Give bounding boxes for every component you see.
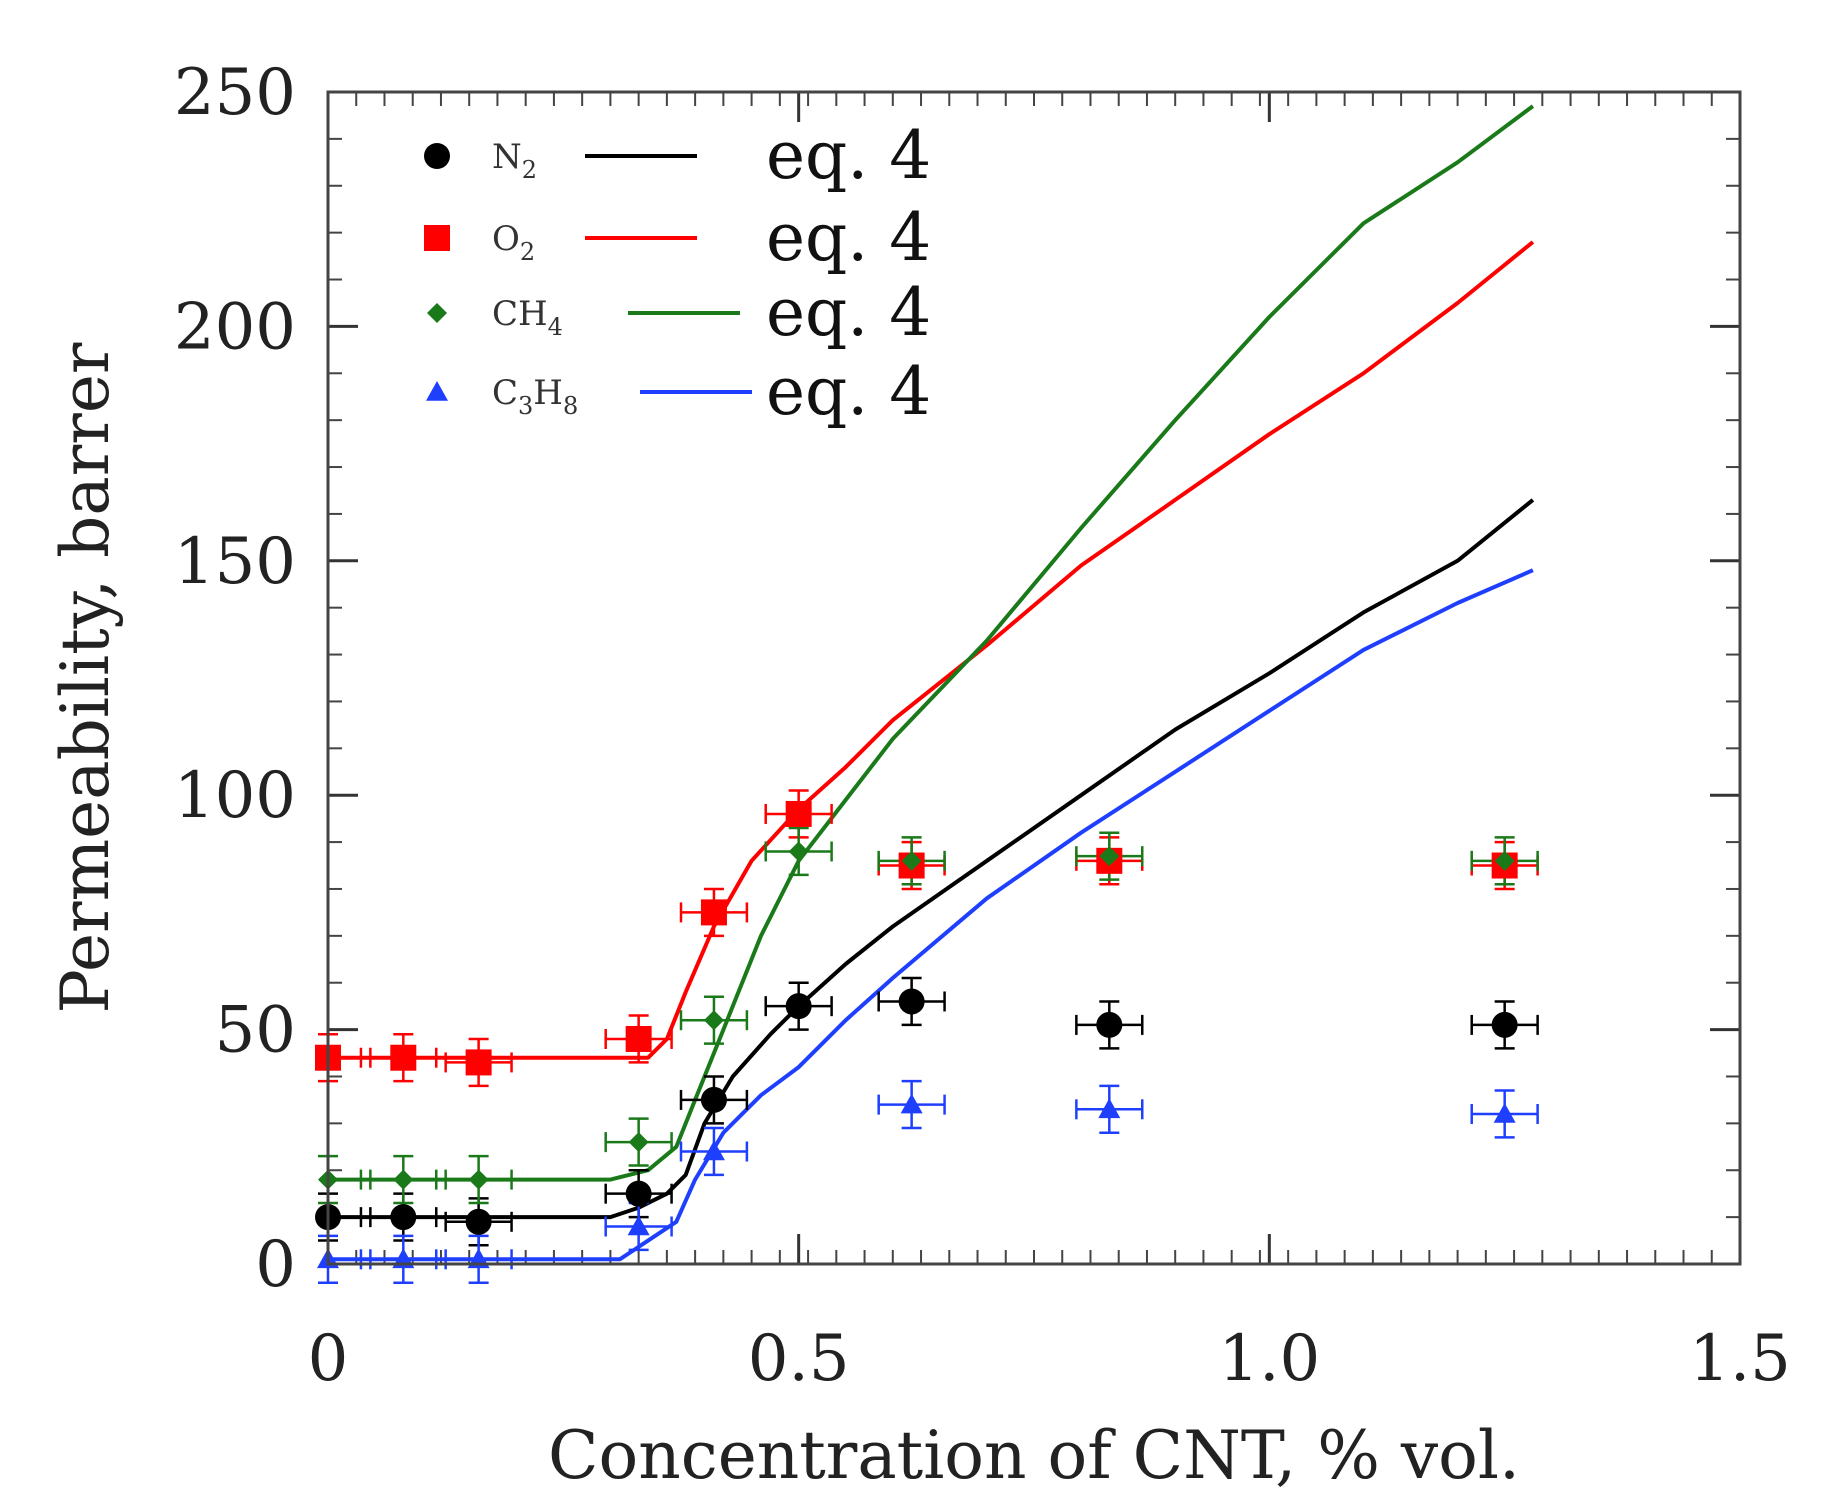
y-tick-label: 100: [174, 759, 296, 833]
c3h8-error-bar: [444, 1234, 513, 1285]
legend-entry-n2: N2 eq. 4: [424, 117, 931, 194]
n2-error-bar: [1470, 1000, 1539, 1050]
ch4-data-point: [468, 1169, 489, 1190]
legend-c3h8-fit-label: eq. 4: [766, 353, 931, 430]
n2-data-point: [785, 993, 812, 1020]
c3h8-data-point: [702, 1140, 725, 1161]
x-axis-title: Concentration of CNT, % vol.: [548, 1417, 1520, 1494]
legend-o2-fit-label: eq. 4: [766, 199, 931, 276]
x-tick-label: 0: [308, 1322, 349, 1396]
ch4-data-point: [1099, 846, 1120, 867]
ch4-data-point: [393, 1169, 414, 1190]
n2-data-point: [700, 1086, 727, 1113]
n2-data-point: [898, 988, 925, 1015]
legend: N2 eq. 4 O2 eq. 4 CH4 eq. 4 C3H8 eq. 4: [424, 117, 931, 430]
n2-data-point: [625, 1180, 652, 1207]
c3h8-data-point: [1098, 1098, 1121, 1119]
fit-curves: [328, 104, 1535, 1262]
y-axis-title: Permeability, barrer: [47, 342, 124, 1013]
legend-o2-label: O2: [492, 219, 535, 266]
n2-data-point: [390, 1204, 417, 1231]
o2-data-point: [390, 1044, 417, 1071]
legend-ch4-marker: [427, 303, 447, 323]
c3h8-fit-curve: [328, 568, 1534, 1262]
o2-data-point: [785, 800, 812, 827]
n2-fit-curve: [328, 498, 1535, 1220]
o2-data-point: [465, 1049, 492, 1076]
y-tick-label: 200: [174, 290, 296, 364]
major-ticks: [326, 90, 1742, 1266]
legend-n2-label: N2: [492, 137, 537, 184]
y-tick-label: 250: [174, 56, 296, 130]
tick-labels: 0 0.5 1.0 1.5 0 50 100 150 200 250: [174, 56, 1791, 1396]
x-tick-label: 1.0: [1218, 1322, 1320, 1396]
legend-c3h8-marker: [426, 381, 448, 401]
o2-fit-curve: [328, 240, 1535, 1060]
legend-ch4-fit-label: eq. 4: [766, 274, 931, 351]
o2-data-point: [625, 1025, 652, 1052]
c3h8-data-point: [900, 1093, 923, 1114]
legend-ch4-label: CH4: [492, 294, 563, 341]
ch4-data-point: [628, 1132, 649, 1153]
legend-n2-fit-label: eq. 4: [766, 117, 931, 194]
minor-ticks: [327, 91, 1741, 1265]
y-tick-label: 0: [255, 1228, 296, 1302]
ch4-data-point: [788, 841, 809, 862]
legend-n2-marker: [424, 143, 450, 169]
ch4-data-point: [901, 850, 922, 871]
legend-entry-o2: O2 eq. 4: [424, 199, 931, 276]
x-tick-label: 1.5: [1689, 1322, 1791, 1396]
o2-data-point: [700, 899, 727, 926]
legend-entry-ch4: CH4 eq. 4: [427, 274, 931, 351]
x-tick-label: 0.5: [748, 1322, 850, 1396]
y-tick-label: 50: [215, 994, 296, 1068]
y-tick-label: 150: [174, 525, 296, 599]
ch4-data-point: [1494, 850, 1515, 871]
legend-o2-marker: [424, 225, 450, 251]
c3h8-data-point: [627, 1215, 650, 1236]
data-points: [315, 800, 1518, 1269]
error-bars: [318, 789, 1539, 1285]
n2-data-point: [1096, 1011, 1123, 1038]
n2-data-point: [465, 1208, 492, 1235]
plot-frame: [326, 90, 1742, 1266]
legend-c3h8-label: C3H8: [492, 373, 578, 420]
n2-data-point: [1491, 1011, 1518, 1038]
c3h8-data-point: [1493, 1102, 1516, 1123]
ch4-fit-curve: [328, 104, 1535, 1182]
legend-entry-c3h8: C3H8 eq. 4: [426, 353, 931, 430]
ch4-data-point: [703, 1010, 724, 1031]
